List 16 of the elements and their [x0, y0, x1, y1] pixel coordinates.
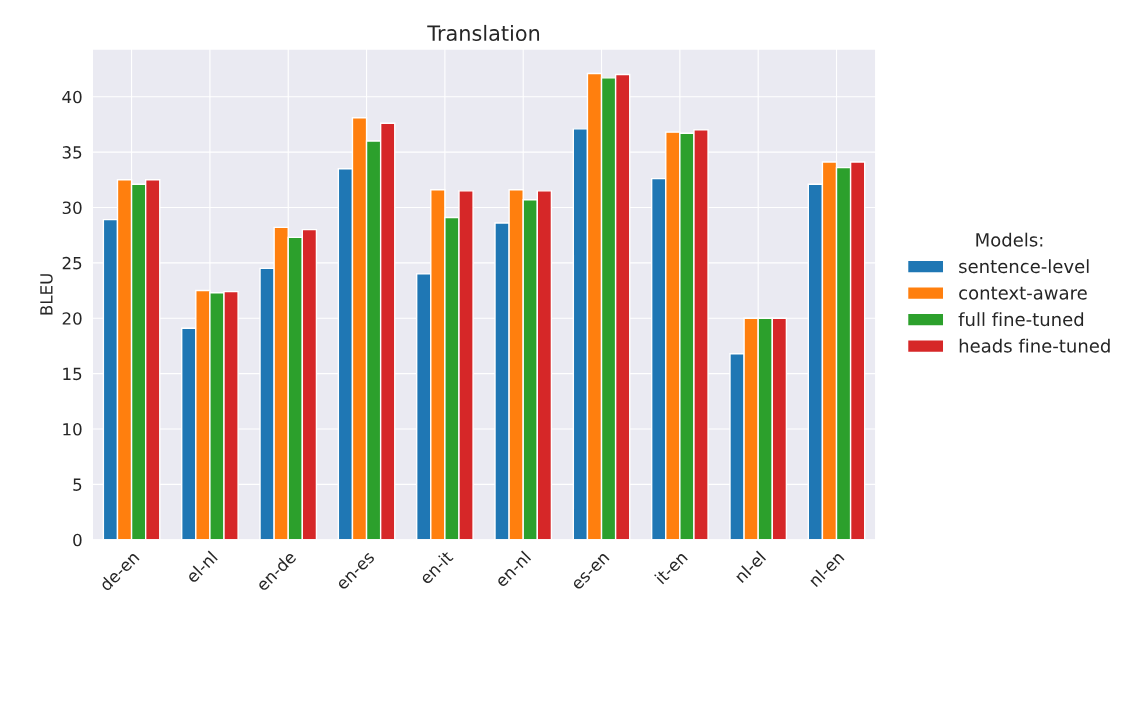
- y-tick-label: 40: [62, 90, 82, 104]
- y-tick-label: 15: [63, 367, 82, 381]
- y-tick-label: 20: [62, 312, 82, 325]
- legend-label: full fine-tuned: [958, 312, 1084, 327]
- y-tick-label: 35: [62, 146, 82, 159]
- legend-label: heads fine-tuned: [959, 338, 1110, 353]
- legend-title: Models:: [976, 232, 1043, 247]
- chart-title: Translation: [427, 24, 540, 42]
- y-tick-label: 30: [62, 201, 82, 215]
- y-tick-label: 10: [63, 422, 82, 436]
- y-tick-label: 0: [73, 533, 82, 547]
- legend-label: sentence-level: [959, 259, 1089, 274]
- legend-label: context-aware: [959, 286, 1087, 300]
- y-tick-label: 5: [73, 478, 82, 491]
- y-axis-title: BLEU: [40, 274, 53, 315]
- y-tick-label: 25: [62, 256, 82, 270]
